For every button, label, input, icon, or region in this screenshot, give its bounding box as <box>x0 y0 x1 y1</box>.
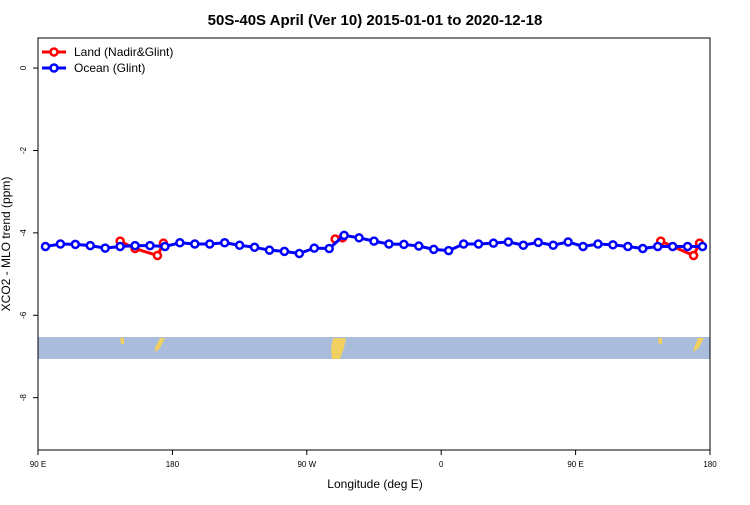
point <box>473 239 484 249</box>
point <box>518 240 529 250</box>
x-tick-label: 90 E <box>30 460 46 469</box>
point <box>264 245 275 255</box>
point <box>488 238 499 248</box>
point <box>593 239 603 249</box>
chart-title: 50S-40S April (Ver 10) 2015-01-01 to 202… <box>208 12 543 29</box>
point <box>204 239 215 249</box>
point <box>533 237 544 248</box>
land-patch <box>658 338 662 344</box>
x-tick-label: 90 E <box>567 460 583 469</box>
y-tick-label: -2 <box>19 146 28 154</box>
point <box>399 239 409 250</box>
point <box>384 239 394 249</box>
point <box>354 233 364 243</box>
x-tick-label: 180 <box>166 460 180 469</box>
land-patch <box>693 338 704 352</box>
point <box>548 240 558 250</box>
ocean-band <box>38 337 710 359</box>
point <box>145 240 155 251</box>
x-tick-label: 90 W <box>297 460 316 469</box>
point <box>697 241 708 252</box>
point <box>688 250 699 261</box>
point <box>40 241 51 252</box>
point <box>667 241 678 252</box>
y-axis-label: XCO2 - MLO trend (ppm) <box>0 177 13 312</box>
land-patch <box>155 338 165 352</box>
point <box>279 246 290 257</box>
point <box>578 241 588 252</box>
land-patch <box>120 338 124 344</box>
point <box>309 243 320 253</box>
point <box>428 244 439 255</box>
point <box>458 239 469 249</box>
point <box>152 250 163 261</box>
point <box>414 241 424 251</box>
point <box>249 242 260 253</box>
point <box>503 237 514 247</box>
point <box>339 230 349 241</box>
point <box>55 239 66 249</box>
point <box>638 243 648 254</box>
point <box>682 241 693 252</box>
point <box>100 243 110 253</box>
point <box>130 240 140 251</box>
point <box>369 236 379 246</box>
point <box>623 241 633 252</box>
land-patch <box>331 338 346 359</box>
point <box>175 238 185 248</box>
legend-marker <box>49 47 59 57</box>
point <box>234 240 245 250</box>
point <box>160 241 170 252</box>
map-strip <box>38 337 710 359</box>
point <box>115 241 125 252</box>
legend-label: Ocean (Glint) <box>74 61 145 75</box>
point <box>190 239 200 249</box>
point <box>294 248 305 259</box>
point <box>652 241 663 252</box>
legend-label: Land (Nadir&Glint) <box>74 45 173 59</box>
point <box>219 238 230 248</box>
y-tick-label: -4 <box>19 229 28 237</box>
x-tick-label: 180 <box>703 460 717 469</box>
point <box>85 240 96 251</box>
point <box>608 240 618 250</box>
point <box>563 237 573 247</box>
x-tick-label: 0 <box>439 460 444 469</box>
x-axis-label: Longitude (deg E) <box>327 477 422 491</box>
point <box>324 243 334 254</box>
point <box>443 245 454 256</box>
y-tick-label: -6 <box>19 311 28 319</box>
y-tick-label: 0 <box>19 65 28 70</box>
y-tick-label: -8 <box>19 394 28 402</box>
plot-frame <box>37 37 711 451</box>
legend-marker <box>49 63 59 73</box>
point <box>70 239 81 250</box>
